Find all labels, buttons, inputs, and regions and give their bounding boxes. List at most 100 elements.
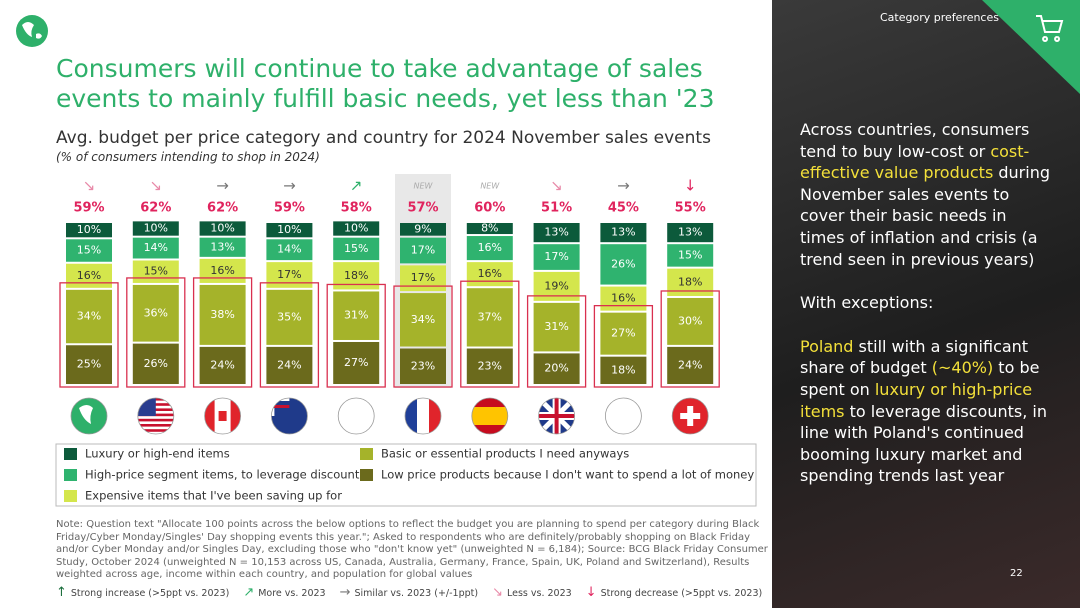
segment-label: 31% bbox=[544, 320, 568, 333]
segment-label: 24% bbox=[277, 358, 301, 371]
trend-symbol: ↘ bbox=[492, 585, 503, 600]
segment-label: 16% bbox=[210, 264, 234, 277]
segment-label: 10% bbox=[277, 223, 301, 236]
total-label: 62% bbox=[207, 201, 238, 216]
segment-label: 14% bbox=[277, 243, 301, 256]
trend: NEW bbox=[480, 182, 500, 191]
segment-label: 34% bbox=[77, 310, 101, 323]
segment-label: 37% bbox=[478, 310, 502, 323]
trend: ↓ bbox=[684, 177, 697, 195]
segment-label: 15% bbox=[144, 265, 168, 278]
bar-segment bbox=[533, 223, 580, 243]
flag-part bbox=[271, 405, 290, 408]
flag-border bbox=[70, 397, 108, 435]
segment-label: 16% bbox=[478, 241, 502, 254]
flag bbox=[338, 398, 375, 434]
segment-label: 38% bbox=[210, 308, 234, 321]
segment-label: 23% bbox=[478, 359, 502, 372]
segment-label: 10% bbox=[77, 223, 101, 236]
highlight-box bbox=[326, 283, 386, 388]
total-label: 59% bbox=[274, 201, 305, 216]
legend-label: Luxury or high-end items bbox=[85, 447, 230, 461]
total-label: 58% bbox=[341, 201, 372, 216]
bar-segment bbox=[400, 265, 446, 292]
bar-segment bbox=[466, 262, 513, 287]
segment-label: 26% bbox=[144, 357, 168, 370]
bar-segment bbox=[199, 258, 246, 283]
highlight-box bbox=[59, 282, 119, 388]
legend-swatch bbox=[360, 469, 373, 481]
segment-label: 17% bbox=[544, 250, 568, 263]
segment-label: 16% bbox=[611, 292, 635, 305]
trend: → bbox=[283, 177, 296, 195]
panel-text-segment: With exceptions: bbox=[800, 293, 934, 313]
flag-border bbox=[270, 397, 308, 435]
panel-text-segment: during November sales events to cover th… bbox=[800, 163, 1050, 269]
legend-label: Expensive items that I've been saving up… bbox=[85, 489, 342, 503]
panel-text-segment: luxury or high-price items bbox=[800, 379, 1033, 421]
trend-label: More vs. 2023 bbox=[258, 588, 326, 599]
bar-segment bbox=[199, 237, 246, 257]
bar-segment bbox=[400, 237, 446, 264]
panel-text-segment: (~40%) bbox=[931, 358, 994, 378]
title: Consumers will continue to take advantag… bbox=[56, 54, 715, 113]
bar-segment bbox=[266, 239, 313, 261]
trend-symbol: → bbox=[339, 585, 351, 600]
flag bbox=[405, 398, 441, 434]
flag-part bbox=[204, 398, 215, 434]
segment-label: 10% bbox=[144, 222, 168, 235]
trend: → bbox=[216, 177, 229, 195]
total-label: 45% bbox=[608, 201, 639, 216]
trend-legend-item: ↑ Strong increase (>5ppt vs. 2023) bbox=[56, 585, 229, 600]
flag bbox=[471, 398, 508, 434]
segment-label: 34% bbox=[411, 313, 435, 326]
panel-text-segment: still with a significant share of budget bbox=[800, 336, 1029, 378]
bar-segment bbox=[667, 346, 714, 384]
trend-label: Less vs. 2023 bbox=[506, 588, 572, 599]
panel-paragraph: Across countries, consumers tend to buy … bbox=[800, 119, 1050, 270]
footnote: Note: Question text "Allocate 100 points… bbox=[56, 519, 768, 580]
flag-border bbox=[605, 397, 642, 435]
highlight-box bbox=[393, 285, 453, 388]
flag-part bbox=[79, 405, 93, 424]
logo bbox=[16, 15, 48, 47]
bar-segment bbox=[600, 356, 647, 384]
page-number: 22 bbox=[1010, 568, 1023, 579]
cart-icon bbox=[1036, 15, 1064, 42]
trend-symbol: ↓ bbox=[585, 585, 597, 600]
total-label: 60% bbox=[474, 201, 505, 216]
highlight-box bbox=[660, 290, 720, 388]
highlight-box bbox=[192, 277, 253, 388]
segment-label: 18% bbox=[678, 275, 702, 288]
trend-legend-item: ↓ Strong decrease (>5ppt vs. 2023) bbox=[586, 585, 763, 600]
flag-border bbox=[137, 397, 175, 435]
segment-label: 15% bbox=[678, 248, 702, 261]
highlight-box bbox=[126, 277, 186, 388]
segment-label: 16% bbox=[478, 267, 502, 280]
highlight-box bbox=[460, 280, 520, 388]
subtitle: Avg. budget per price category and count… bbox=[56, 128, 711, 148]
trend-symbol: ↗ bbox=[243, 585, 255, 600]
segment-label: 13% bbox=[611, 226, 635, 239]
bar-segment bbox=[66, 289, 112, 344]
segment-label: 9% bbox=[414, 222, 431, 235]
bar-segment bbox=[466, 223, 513, 235]
legend-label: Low price products because I don't want … bbox=[381, 468, 754, 482]
segment-label: 13% bbox=[544, 226, 568, 239]
bar-segment bbox=[266, 262, 313, 288]
corner bbox=[982, 0, 1080, 94]
flag-border bbox=[337, 397, 375, 435]
bar-segment bbox=[66, 345, 112, 384]
bar-segment bbox=[132, 284, 179, 342]
legend-label: Basic or essential products I need anywa… bbox=[381, 447, 629, 461]
flag-part bbox=[680, 413, 701, 419]
flag-part bbox=[137, 418, 174, 422]
logo-mark bbox=[22, 22, 42, 39]
bar-segment bbox=[132, 221, 179, 236]
flag-border bbox=[671, 397, 709, 435]
flag-border bbox=[471, 397, 509, 435]
trend: → bbox=[617, 177, 630, 195]
total-label: 59% bbox=[73, 201, 104, 216]
flag bbox=[672, 398, 709, 434]
bar-segment bbox=[400, 348, 446, 384]
